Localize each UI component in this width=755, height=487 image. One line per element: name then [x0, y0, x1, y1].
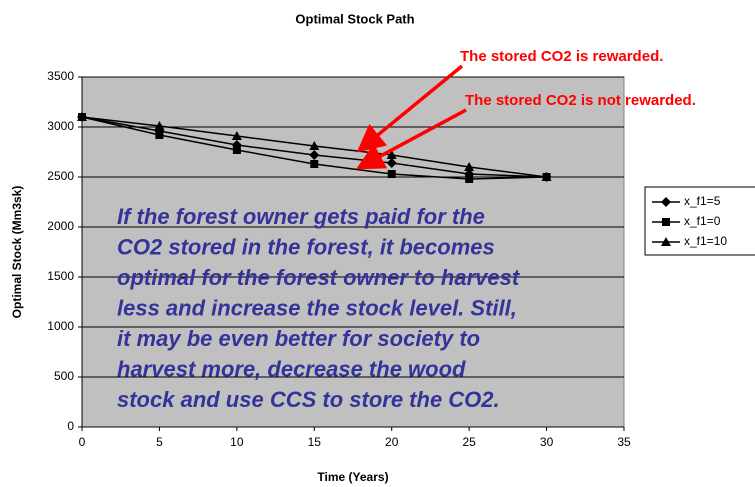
x-tick-label: 20 — [385, 435, 399, 449]
marker — [465, 175, 474, 183]
marker — [386, 158, 397, 168]
legend-label: x_f1=0 — [684, 214, 721, 228]
marker — [464, 162, 475, 171]
marker — [154, 121, 165, 130]
marker — [155, 131, 164, 139]
marker — [387, 170, 396, 178]
y-tick-label: 0 — [67, 419, 74, 433]
annotation: The stored CO2 is rewarded. — [460, 48, 663, 65]
x-tick-label: 10 — [230, 435, 244, 449]
marker — [232, 146, 241, 154]
x-tick-label: 25 — [462, 435, 476, 449]
note-line: optimal for the forest owner to harvest — [117, 265, 521, 290]
y-tick-label: 1000 — [47, 319, 74, 333]
x-tick-label: 30 — [540, 435, 554, 449]
marker — [386, 150, 397, 159]
x-tick-label: 0 — [79, 435, 86, 449]
marker — [541, 172, 552, 181]
note-line: it may be even better for society to — [117, 326, 480, 351]
note-line: stock and use CCS to store the CO2. — [117, 387, 500, 412]
y-tick-label: 3500 — [47, 69, 74, 83]
y-axis-label: Optimal Stock (Mm3sk) — [10, 186, 24, 319]
x-tick-label: 15 — [308, 435, 322, 449]
y-tick-label: 500 — [54, 369, 74, 383]
note-line: harvest more, decrease the wood — [117, 356, 466, 381]
marker — [661, 237, 671, 246]
x-tick-label: 35 — [617, 435, 631, 449]
marker — [77, 112, 87, 121]
y-tick-label: 3000 — [47, 119, 74, 133]
arrow — [356, 64, 464, 153]
marker — [310, 160, 319, 168]
marker — [309, 141, 320, 150]
note-line: If the forest owner gets paid for the — [117, 204, 485, 229]
legend-label: x_f1=5 — [684, 194, 721, 208]
marker — [309, 150, 320, 160]
y-tick-label: 1500 — [47, 269, 74, 283]
marker — [231, 131, 242, 140]
x-tick-label: 5 — [156, 435, 163, 449]
arrow — [355, 108, 467, 170]
plot-area — [81, 76, 625, 428]
y-tick-label: 2000 — [47, 219, 74, 233]
legend-label: x_f1=10 — [684, 234, 727, 248]
chart-title: Optimal Stock Path — [295, 11, 414, 26]
x-axis-label: Time (Years) — [317, 470, 388, 484]
note-line: CO2 stored in the forest, it becomes — [117, 234, 495, 259]
marker — [662, 218, 670, 226]
y-tick-label: 2500 — [47, 169, 74, 183]
note-line: less and increase the stock level. Still… — [117, 295, 517, 320]
annotation: The stored CO2 is not rewarded. — [465, 92, 696, 109]
marker — [661, 197, 671, 207]
